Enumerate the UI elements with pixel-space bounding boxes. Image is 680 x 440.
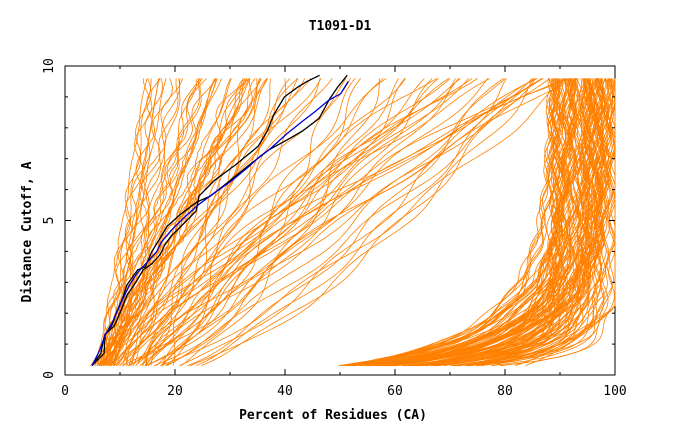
- model-curve: [122, 78, 572, 366]
- model-curve: [491, 78, 602, 367]
- model-curve: [432, 78, 559, 367]
- model-curve: [160, 78, 567, 367]
- model-curve: [456, 78, 616, 367]
- model-curve: [437, 78, 596, 367]
- model-curve: [196, 78, 533, 367]
- model-curve: [346, 78, 577, 367]
- model-curve: [100, 78, 231, 366]
- model-curve: [132, 78, 536, 366]
- model-curve: [437, 78, 570, 367]
- model-curve: [153, 78, 504, 367]
- model-curve: [109, 78, 260, 366]
- model-curve: [103, 78, 152, 366]
- model-curve: [98, 78, 207, 366]
- model-curve: [338, 78, 555, 367]
- model-curve: [418, 78, 587, 367]
- highlighted-curves: [91, 74, 349, 367]
- model-curve: [146, 78, 406, 367]
- model-curve: [139, 78, 384, 367]
- y-axis-label: Distance Cutoff, A: [20, 161, 35, 302]
- model-curve: [189, 78, 534, 367]
- model-curve: [201, 78, 536, 367]
- highlight-curve-1: [91, 74, 320, 367]
- model-curve: [97, 78, 201, 366]
- model-curve: [100, 78, 161, 366]
- y-tick-label: 5: [42, 217, 57, 225]
- model-curve: [108, 78, 298, 366]
- model-curve: [525, 78, 616, 367]
- x-axis-label: Percent of Residues (CA): [239, 408, 427, 423]
- model-curve: [109, 78, 198, 366]
- model-curve: [119, 78, 267, 366]
- model-curve: [135, 78, 538, 367]
- y-tick-label: 0: [42, 371, 57, 379]
- model-curve: [108, 78, 299, 366]
- model-curve: [99, 78, 222, 366]
- model-curve: [369, 78, 586, 367]
- model-curve: [480, 78, 603, 367]
- model-curve: [98, 78, 261, 366]
- model-curve: [105, 78, 153, 366]
- model-curve: [114, 78, 449, 366]
- model-curve: [364, 78, 571, 367]
- model-curve: [371, 78, 594, 367]
- model-curve: [98, 78, 217, 366]
- model-curve: [362, 78, 565, 367]
- axis-ticks: 0 20 40 60 80 100 0 5 10: [42, 58, 627, 399]
- model-curves: [90, 78, 616, 367]
- model-curve: [141, 78, 469, 366]
- model-curve: [181, 78, 381, 367]
- model-curve: [376, 78, 561, 367]
- x-tick-label: 20: [167, 384, 183, 399]
- model-curve: [470, 78, 603, 367]
- model-curve: [179, 78, 507, 367]
- model-curve: [94, 78, 148, 366]
- model-curve: [425, 78, 585, 367]
- model-curve: [147, 78, 460, 366]
- x-tick-label: 100: [603, 384, 626, 399]
- x-tick-label: 60: [387, 384, 403, 399]
- model-curve: [459, 78, 581, 367]
- model-curve: [156, 78, 439, 366]
- chart-title: T1091-D1: [309, 19, 372, 34]
- model-curve: [187, 78, 506, 367]
- model-curve: [101, 78, 491, 366]
- model-curve: [435, 78, 599, 367]
- model-curve: [455, 78, 578, 367]
- model-curve: [172, 78, 268, 366]
- model-curve: [161, 78, 400, 366]
- model-curve: [125, 78, 322, 366]
- model-curve: [90, 78, 184, 366]
- y-tick-label: 10: [42, 58, 57, 74]
- model-curve: [144, 78, 425, 366]
- model-curve: [102, 78, 152, 366]
- model-curve: [162, 78, 489, 366]
- model-curve: [130, 78, 438, 366]
- model-curve: [467, 78, 615, 367]
- model-curve: [341, 78, 557, 367]
- x-tick-label: 80: [497, 384, 513, 399]
- model-curve: [129, 78, 451, 366]
- model-curve: [395, 78, 598, 367]
- model-curve: [145, 78, 321, 366]
- model-curve: [145, 78, 362, 367]
- model-curve: [111, 78, 387, 366]
- model-curve: [146, 78, 543, 366]
- model-curve: [127, 78, 456, 367]
- model-curve: [431, 78, 612, 367]
- model-curve: [126, 78, 479, 366]
- x-tick-label: 0: [61, 384, 69, 399]
- model-curve: [145, 78, 291, 366]
- model-curve: [110, 78, 216, 366]
- model-curve: [388, 78, 573, 367]
- model-curve: [422, 78, 570, 367]
- highlight-curve-3: [91, 81, 349, 366]
- model-curve: [161, 78, 287, 366]
- model-curve: [381, 78, 565, 367]
- x-tick-label: 40: [277, 384, 293, 399]
- model-curve: [401, 78, 605, 367]
- model-curve: [109, 78, 244, 366]
- model-curve: [106, 78, 256, 366]
